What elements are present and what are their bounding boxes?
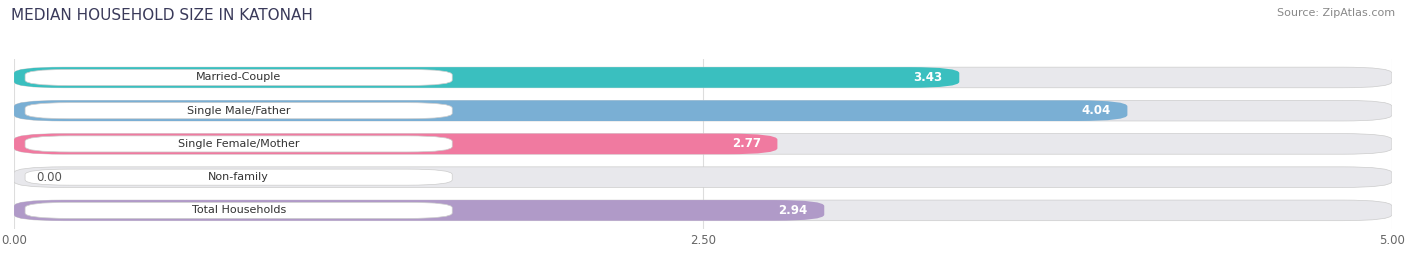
Text: Single Male/Father: Single Male/Father: [187, 106, 291, 116]
FancyBboxPatch shape: [25, 103, 453, 119]
FancyBboxPatch shape: [25, 202, 453, 218]
Text: Married-Couple: Married-Couple: [195, 72, 281, 83]
FancyBboxPatch shape: [25, 69, 453, 86]
FancyBboxPatch shape: [25, 136, 453, 152]
Text: MEDIAN HOUSEHOLD SIZE IN KATONAH: MEDIAN HOUSEHOLD SIZE IN KATONAH: [11, 8, 314, 23]
FancyBboxPatch shape: [14, 200, 1392, 221]
Text: Total Households: Total Households: [191, 205, 285, 215]
Text: 0.00: 0.00: [37, 171, 62, 184]
FancyBboxPatch shape: [14, 200, 824, 221]
Text: Single Female/Mother: Single Female/Mother: [179, 139, 299, 149]
FancyBboxPatch shape: [14, 100, 1128, 121]
FancyBboxPatch shape: [14, 134, 778, 154]
Text: Non-family: Non-family: [208, 172, 269, 182]
Text: 2.94: 2.94: [779, 204, 807, 217]
FancyBboxPatch shape: [14, 167, 1392, 187]
FancyBboxPatch shape: [14, 67, 1392, 88]
FancyBboxPatch shape: [25, 169, 453, 185]
FancyBboxPatch shape: [14, 134, 1392, 154]
FancyBboxPatch shape: [14, 100, 1392, 121]
Text: 2.77: 2.77: [733, 137, 761, 150]
Text: 4.04: 4.04: [1081, 104, 1111, 117]
Text: 3.43: 3.43: [914, 71, 943, 84]
FancyBboxPatch shape: [14, 67, 959, 88]
Text: Source: ZipAtlas.com: Source: ZipAtlas.com: [1277, 8, 1395, 18]
